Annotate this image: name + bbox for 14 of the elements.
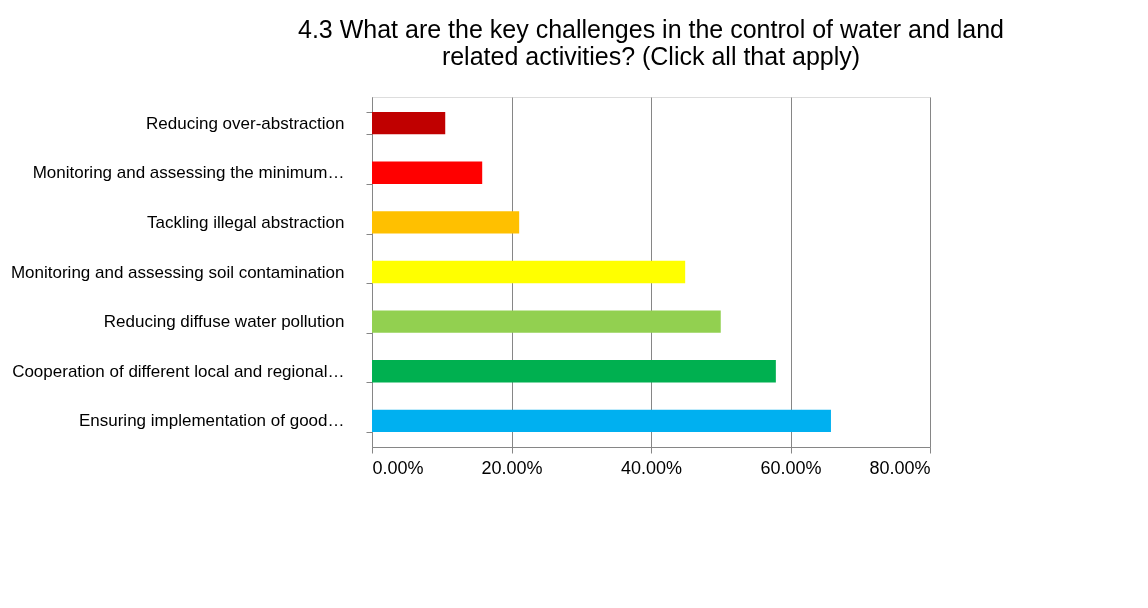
x-tick-label: 40.00%	[620, 457, 683, 478]
text: related activities? (Click all that apply)	[441, 42, 861, 70]
y-tick-label: Tackling illegal abstraction	[147, 212, 345, 232]
x-tick-label: 20.00%	[481, 457, 543, 478]
y-tick-label: Ensuring implementation of good…	[78, 411, 345, 431]
x-tick-label: 80.00%	[869, 457, 931, 478]
text: 4.3 What are the key challenges in the control of water and land	[298, 15, 1004, 43]
y-tick-label: Monitoring and assessing the minimum…	[32, 163, 345, 183]
y-tick-label: Cooperation of different local and regional…	[12, 361, 345, 381]
y-tick-label: Reducing diffuse water pollution	[103, 312, 345, 332]
y-tick-label: Reducing over-abstraction	[146, 113, 345, 133]
x-tick-label: 60.00%	[760, 457, 822, 478]
x-tick-label: 0.00%	[372, 457, 424, 478]
y-tick-label: Monitoring and assessing soil contamination	[10, 262, 345, 282]
